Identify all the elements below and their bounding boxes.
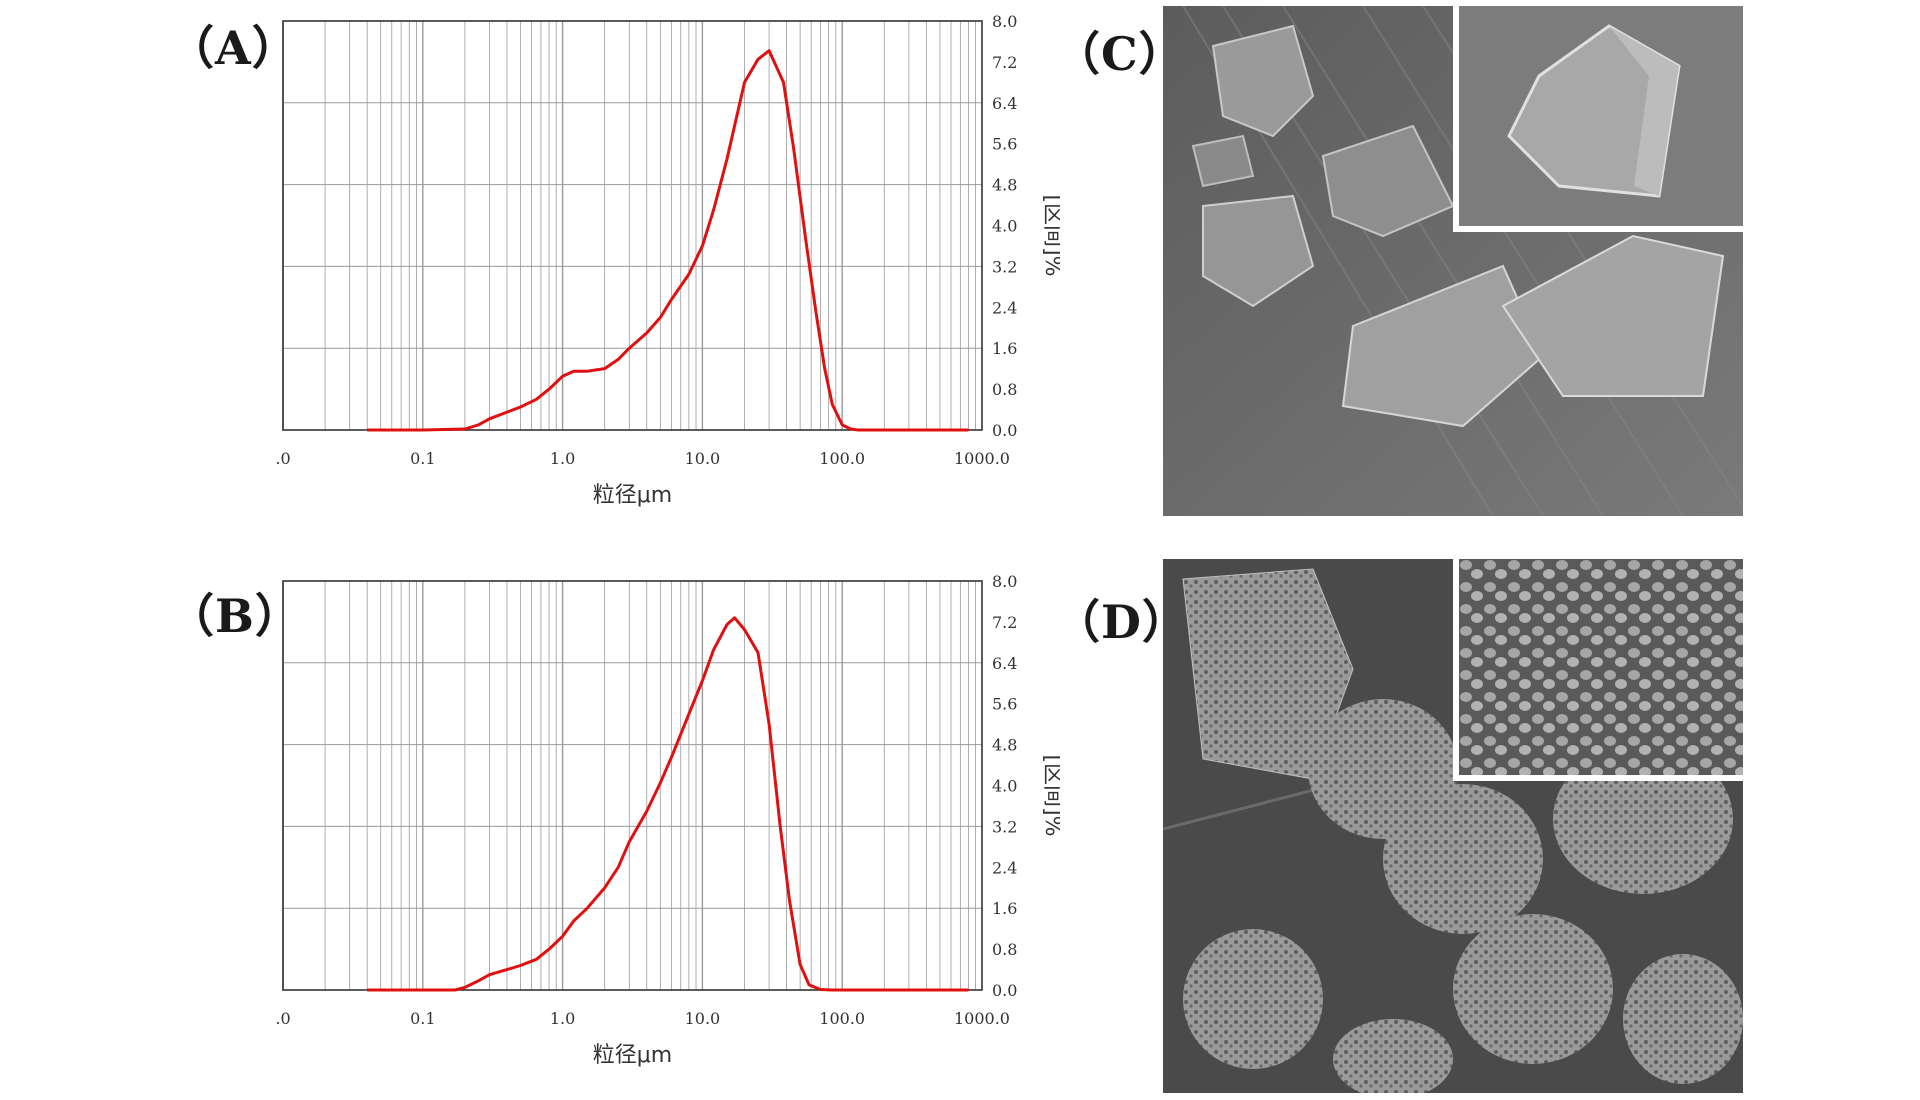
- y-tick-label: 1.6: [992, 899, 1017, 918]
- sem-image-d: [1163, 559, 1743, 1093]
- y-tick-label: 1.6: [992, 339, 1017, 358]
- particle-size-chart-b: 0.0 0.8 1.6 2.4 3.2 4.0 4.8 5.6 6.4 7.2 8.0 .0 0.1 1.…: [275, 572, 1060, 1068]
- y-tick-label: 4.0: [992, 777, 1017, 796]
- y-tick-label: 4.8: [992, 176, 1017, 195]
- x-tick-label: 100.0: [819, 1009, 865, 1028]
- x-tick-label: 1.0: [550, 449, 575, 468]
- x-tick-label: .0: [275, 449, 290, 468]
- sem-inset-d-drawing: [1459, 559, 1743, 775]
- distribution-curve: [367, 616, 969, 992]
- y-axis-title: [区间]%: [1040, 754, 1060, 836]
- x-axis-title: 粒径μm: [593, 483, 672, 508]
- y-tick-label: 2.4: [992, 298, 1017, 317]
- y-tick-label: 0.0: [992, 981, 1017, 1000]
- x-tick-label: 10.0: [685, 449, 721, 468]
- y-tick-label: 3.2: [992, 257, 1017, 276]
- y-tick-label: 7.2: [992, 53, 1017, 72]
- x-tick-label: 0.1: [410, 1009, 435, 1028]
- x-tick-label: 1.0: [550, 1009, 575, 1028]
- y-tick-label: 8.0: [992, 572, 1017, 591]
- x-axis-title: 粒径μm: [593, 1043, 672, 1068]
- plot-frame: [282, 20, 983, 431]
- sem-inset-c-drawing: [1459, 6, 1743, 226]
- y-tick-label: 5.6: [992, 695, 1017, 714]
- y-tick-label: 4.0: [992, 217, 1017, 236]
- y-tick-label: 6.4: [992, 654, 1017, 673]
- x-tick-label: .0: [275, 1009, 290, 1028]
- y-tick-label: 0.0: [992, 421, 1017, 440]
- sem-inset-d: [1453, 559, 1743, 781]
- panel-label-c: （C）: [1054, 27, 1186, 81]
- y-tick-label: 0.8: [992, 940, 1017, 959]
- sem-inset-c: [1453, 6, 1743, 232]
- panel-label-b: （B）: [168, 589, 302, 643]
- y-tick-label: 4.8: [992, 736, 1017, 755]
- x-tick-label: 0.1: [410, 449, 435, 468]
- x-tick-label: 100.0: [819, 449, 865, 468]
- x-tick-label: 1000.0: [954, 449, 1010, 468]
- y-axis-title: [区间]%: [1040, 194, 1060, 276]
- panel-label-a: （A）: [168, 21, 299, 75]
- y-tick-label: 8.0: [992, 12, 1017, 31]
- y-tick-label: 5.6: [992, 135, 1017, 154]
- distribution-curve: [367, 49, 969, 432]
- particle-size-chart-a: 0.0 0.8 1.6 2.4 3.2 4.0 4.8 5.6 6.4 7.2 8.0 .0 0.1 1.…: [275, 12, 1060, 508]
- y-tick-label: 3.2: [992, 817, 1017, 836]
- x-tick-label: 1000.0: [954, 1009, 1010, 1028]
- y-tick-label: 0.8: [992, 380, 1017, 399]
- y-tick-label: 7.2: [992, 613, 1017, 632]
- plot-frame: [282, 580, 983, 991]
- sem-image-c: [1163, 6, 1743, 516]
- y-tick-label: 6.4: [992, 94, 1017, 113]
- x-tick-label: 10.0: [685, 1009, 721, 1028]
- y-tick-label: 2.4: [992, 858, 1017, 877]
